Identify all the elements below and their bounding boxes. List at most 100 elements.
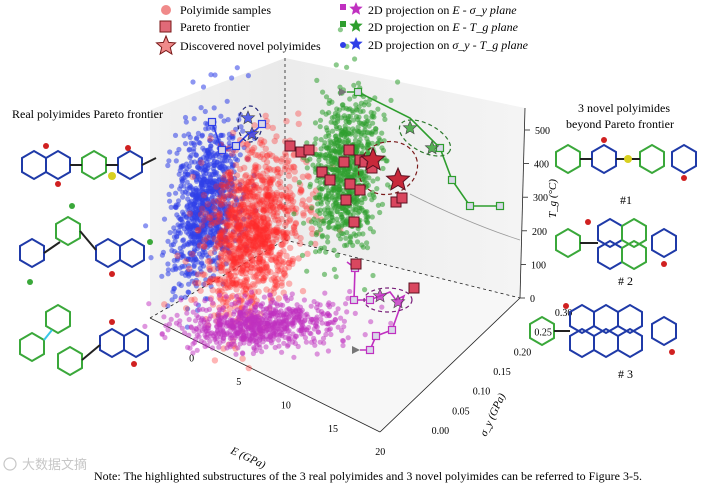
sample-point [255, 245, 262, 252]
sy-tg-point [180, 194, 186, 200]
sample-point [236, 236, 243, 244]
sy-tg-point [212, 200, 218, 206]
sample-point [231, 221, 238, 228]
e-sy-point [325, 348, 331, 354]
sample-point [231, 272, 238, 279]
sample-point [278, 191, 286, 199]
sample-point [219, 263, 226, 270]
sy-tg-point [191, 149, 197, 155]
sample-point [252, 214, 260, 222]
e-tg-point [326, 224, 332, 230]
sample-point [255, 242, 262, 249]
sample-point [216, 275, 223, 283]
e-tg-point [316, 157, 322, 163]
sample-point [232, 225, 239, 232]
sy-tg-point [208, 178, 214, 184]
sample-point [236, 237, 243, 244]
sample-point [286, 217, 293, 224]
legend-e-tg: 2D projection on E - T_g plane [340, 19, 519, 34]
sy-tg-point [180, 244, 186, 250]
sy-tg-point [220, 132, 226, 138]
e-sy-point [298, 319, 304, 325]
sample-point [258, 218, 265, 225]
sample-point [237, 281, 244, 289]
sample-point [249, 188, 256, 195]
e-sy-point [299, 327, 305, 333]
e-tg-point [307, 181, 313, 187]
sample-point [256, 226, 264, 234]
e-tg-point [326, 220, 332, 226]
sample-point [242, 173, 249, 180]
sample-point [229, 232, 236, 239]
sample-point [242, 261, 249, 269]
e-sy-point [253, 347, 259, 353]
sample-point [287, 195, 294, 202]
sample-point [231, 255, 239, 263]
e-sy-point [345, 335, 351, 341]
sample-point [279, 228, 286, 236]
e-tg-point [324, 234, 330, 240]
e-tg-point [354, 239, 361, 245]
sample-point [227, 294, 234, 301]
sample-point [232, 218, 240, 225]
pareto-square [316, 166, 328, 178]
sample-point [226, 209, 233, 216]
sample-point [247, 241, 255, 249]
sample-point [252, 184, 259, 191]
e-sy-point [308, 331, 314, 337]
sample-point [259, 236, 267, 243]
sample-point [214, 238, 221, 246]
sy-tg-point [203, 167, 210, 174]
e-tg-point [375, 202, 381, 208]
e-tg-point [349, 171, 355, 177]
sample-point [244, 200, 252, 207]
legend-e-tg-square-icon [340, 21, 346, 27]
e-sy-point [347, 288, 353, 295]
e-tg-point [325, 239, 331, 245]
sy-tg-point [168, 204, 174, 210]
sample-point [253, 193, 261, 200]
sample-point [236, 244, 244, 251]
sy-tg-point [192, 248, 198, 254]
sample-point [220, 228, 227, 235]
e-sy-point [235, 322, 241, 328]
sample-point [242, 285, 250, 292]
sample-point [260, 223, 267, 231]
sample-point [226, 250, 233, 257]
sample-point [247, 253, 254, 260]
sample-point [252, 223, 259, 230]
sample-point [237, 269, 245, 276]
e-sy-frontier-square [349, 295, 359, 305]
sample-point [260, 237, 267, 245]
sample-point [228, 205, 235, 213]
e-tg-point [381, 112, 387, 118]
sample-point [263, 224, 271, 232]
box-floor-edge-right [284, 239, 521, 299]
sample-point [216, 200, 224, 207]
sy-tg-point [212, 258, 218, 264]
sample-point [252, 273, 259, 280]
pareto-square [340, 194, 352, 206]
sample-point [223, 240, 230, 248]
sample-point [228, 241, 235, 248]
e-sy-star [372, 288, 388, 303]
sample-point [280, 258, 287, 266]
sy-tg-point [223, 237, 229, 243]
e-tg-point [331, 197, 338, 203]
e-sy-point [238, 312, 244, 318]
sample-point [283, 118, 290, 125]
sample-point [284, 192, 291, 200]
sample-point [211, 235, 218, 243]
sample-point [200, 192, 208, 199]
e-sy-point [308, 339, 315, 345]
e-sy-projection-points [142, 288, 394, 360]
sample-point [244, 155, 251, 162]
sample-point [272, 278, 280, 286]
sample-point [263, 263, 271, 271]
sample-point [259, 141, 266, 148]
sy-tg-point [241, 191, 247, 197]
sample-point [227, 272, 234, 279]
sample-point [230, 189, 237, 197]
sample-point [269, 253, 276, 260]
